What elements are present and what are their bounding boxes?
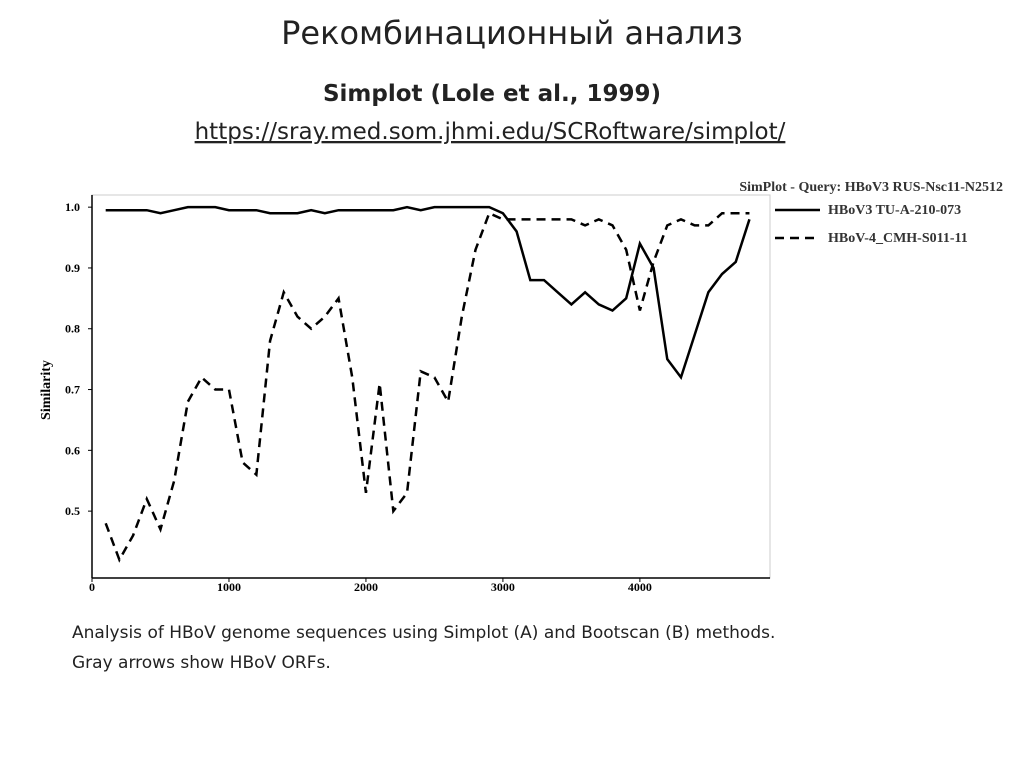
x-tick-label: 3000 [491, 580, 515, 594]
y-tick-label: 1.0 [65, 200, 80, 214]
y-tick-label: 0.5 [65, 504, 80, 518]
legend-label: HBoV-4_CMH-S011-11 [828, 231, 968, 246]
caption-line: Analysis of HBoV genome sequences using … [72, 623, 775, 643]
y-axis-label: Similarity [39, 360, 54, 420]
caption-line: Gray arrows show HBoV ORFs. [72, 653, 331, 673]
y-tick-label: 0.9 [65, 261, 80, 275]
plot-frame [91, 194, 771, 579]
series-line [104, 211, 750, 563]
y-tick-label: 0.6 [65, 443, 80, 457]
subtitle: Simplot (Lole et al., 1999) [323, 81, 661, 107]
x-tick-label: 1000 [217, 580, 241, 594]
y-tick-label: 0.8 [65, 322, 80, 336]
x-tick-label: 4000 [628, 580, 652, 594]
x-tick-label: 0 [89, 580, 95, 594]
x-tick-label: 2000 [354, 580, 378, 594]
series-line [105, 205, 751, 381]
legend-label: HBoV3 TU-A-210-073 [828, 203, 961, 218]
legend-title: SimPlot - Query: HBoV3 RUS-Nsc11-N2512 [739, 180, 1003, 195]
slide-title: Рекомбинационный анализ [281, 14, 743, 52]
link[interactable]: https://sray.med.som.jhmi.edu/SCRoftware… [195, 119, 786, 145]
y-tick-label: 0.7 [65, 383, 80, 397]
